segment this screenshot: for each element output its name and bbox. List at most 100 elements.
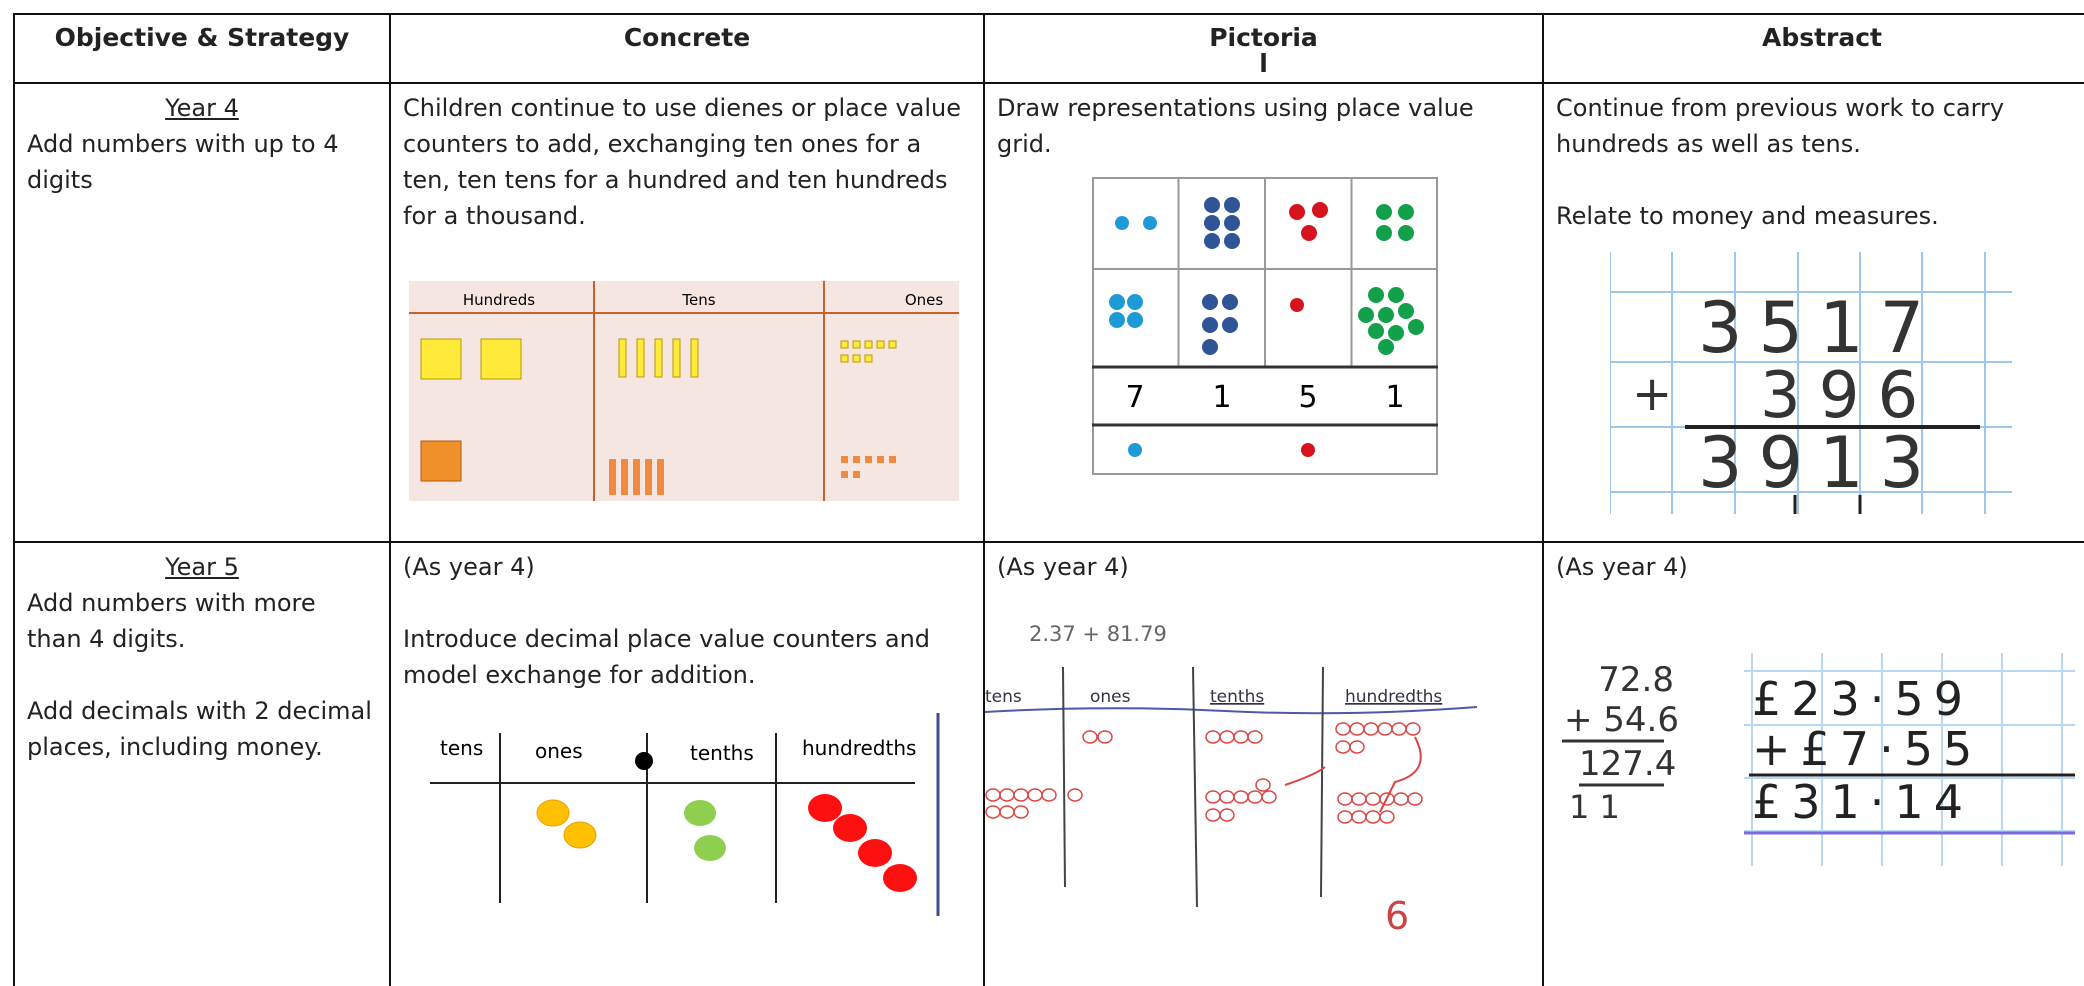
result-digit: 6 bbox=[1385, 894, 1409, 938]
column-label: tens bbox=[985, 687, 1022, 707]
abstract-text: Continue from previous work to carry hun… bbox=[1556, 94, 2005, 158]
counter bbox=[1376, 204, 1392, 220]
column-label: Ones bbox=[905, 291, 944, 309]
one-cube bbox=[864, 340, 873, 349]
decimal-sketch: 2.37 + 81.79 tens ones tenths hundredths… bbox=[985, 622, 1478, 938]
money-total: £31·14 bbox=[1752, 775, 1973, 829]
sketch-counter bbox=[1405, 722, 1421, 736]
counter bbox=[1388, 287, 1404, 303]
counter bbox=[1204, 197, 1220, 213]
column-label: Hundreds bbox=[463, 291, 535, 309]
sketch-counter bbox=[1067, 788, 1083, 802]
counter bbox=[1289, 204, 1305, 220]
header-cell: Pictoria l bbox=[983, 13, 1544, 84]
counter bbox=[684, 800, 716, 826]
sketch-counter bbox=[1097, 730, 1113, 744]
sketch-counter bbox=[1349, 740, 1365, 754]
counter bbox=[1398, 303, 1414, 319]
counter bbox=[1312, 202, 1328, 218]
sketch-counter bbox=[1219, 730, 1235, 744]
counter bbox=[694, 835, 726, 861]
sketch-counter bbox=[1261, 790, 1277, 804]
exchange-arrow bbox=[1284, 736, 1422, 813]
column-label: ones bbox=[535, 739, 583, 763]
sketch-counter bbox=[1205, 808, 1221, 822]
one-cube bbox=[852, 354, 861, 363]
hundred-flat bbox=[480, 338, 522, 380]
column-addition: 3517 + 396 3913 bbox=[1610, 252, 2012, 514]
sketch-counter bbox=[1379, 810, 1395, 824]
counter bbox=[1109, 312, 1125, 328]
objective-cell: Year 4 Add numbers with up to 4 digits bbox=[13, 82, 391, 543]
rule bbox=[1192, 666, 1198, 908]
header-text: Pictoria bbox=[1209, 23, 1318, 52]
one-cube bbox=[853, 456, 860, 463]
ten-rod bbox=[636, 338, 645, 378]
counter bbox=[1204, 215, 1220, 231]
sketch-counter bbox=[999, 788, 1015, 802]
one-cube bbox=[852, 340, 861, 349]
decimal-additions: 72.8 + 54.6 127.4 1 1 £23·59 +£7·55 £31·… bbox=[1562, 653, 2075, 866]
counter bbox=[808, 794, 842, 822]
concrete-cell: Children continue to use dienes or place… bbox=[389, 82, 985, 543]
sketch-counter bbox=[1365, 792, 1381, 806]
ten-rod bbox=[618, 338, 627, 378]
ten-rod bbox=[645, 459, 652, 495]
money-addend: £23·59 bbox=[1752, 672, 1973, 726]
counter bbox=[1376, 225, 1392, 241]
one-cube bbox=[840, 340, 849, 349]
counter bbox=[563, 821, 597, 849]
ten-rod bbox=[654, 338, 663, 378]
sketch-counter bbox=[1205, 790, 1221, 804]
counter bbox=[1368, 287, 1384, 303]
sketch-counter bbox=[1407, 792, 1423, 806]
sketch-counter bbox=[1351, 792, 1367, 806]
counter bbox=[1202, 339, 1218, 355]
sketch-counter bbox=[1247, 790, 1263, 804]
digit: 1 bbox=[1385, 380, 1404, 415]
counter bbox=[1224, 233, 1240, 249]
header-text: l bbox=[1259, 49, 1268, 78]
counter bbox=[1224, 215, 1240, 231]
one-cube bbox=[840, 354, 849, 363]
header-cell: Concrete bbox=[389, 13, 985, 84]
counter bbox=[1378, 307, 1394, 323]
header-cell: Objective & Strategy bbox=[13, 13, 391, 84]
picture-background bbox=[409, 281, 959, 501]
plus-sign: + bbox=[1632, 366, 1672, 422]
column-label: tens bbox=[440, 736, 483, 760]
header-text: Objective & Strategy bbox=[54, 23, 350, 52]
abstract-cell: (As year 4) 72.8 + 54.6 127.4 1 1 £23·59… bbox=[1542, 541, 2084, 986]
sketch-counter bbox=[1219, 790, 1235, 804]
one-cube bbox=[877, 456, 884, 463]
abstract-text: (As year 4) bbox=[1556, 553, 1688, 581]
counter bbox=[1128, 443, 1142, 457]
column-label: Tens bbox=[681, 291, 715, 309]
counter bbox=[1388, 325, 1404, 341]
column-label: tenths bbox=[690, 741, 754, 765]
money-addend: +£7·55 bbox=[1752, 722, 1982, 776]
counter bbox=[1408, 319, 1424, 335]
total: 3913 bbox=[1698, 422, 1940, 504]
sketch-counter bbox=[1247, 730, 1263, 744]
sketch-counter bbox=[1365, 810, 1381, 824]
hundred-flat bbox=[420, 338, 462, 380]
objective-text: Add decimals with 2 decimal places, incl… bbox=[27, 697, 372, 761]
one-cube bbox=[876, 340, 885, 349]
counter bbox=[1378, 339, 1394, 355]
hundred-flat bbox=[420, 440, 462, 482]
counter bbox=[1127, 312, 1143, 328]
digit: 7 bbox=[1125, 380, 1144, 415]
sketch-counter bbox=[1337, 810, 1353, 824]
sketch-counter bbox=[1041, 788, 1057, 802]
counter bbox=[1127, 294, 1143, 310]
concrete-cell: (As year 4) Introduce decimal place valu… bbox=[389, 541, 985, 986]
objective-cell: Year 5 Add numbers with more than 4 digi… bbox=[13, 541, 391, 986]
sketch-counter bbox=[1335, 740, 1351, 754]
place-value-grid: 7 1 5 1 bbox=[1092, 177, 1438, 475]
addend: 72.8 bbox=[1598, 660, 1674, 700]
counter bbox=[536, 799, 570, 827]
counter bbox=[1109, 294, 1125, 310]
counter bbox=[1204, 233, 1220, 249]
sketch-counter bbox=[985, 805, 1001, 819]
